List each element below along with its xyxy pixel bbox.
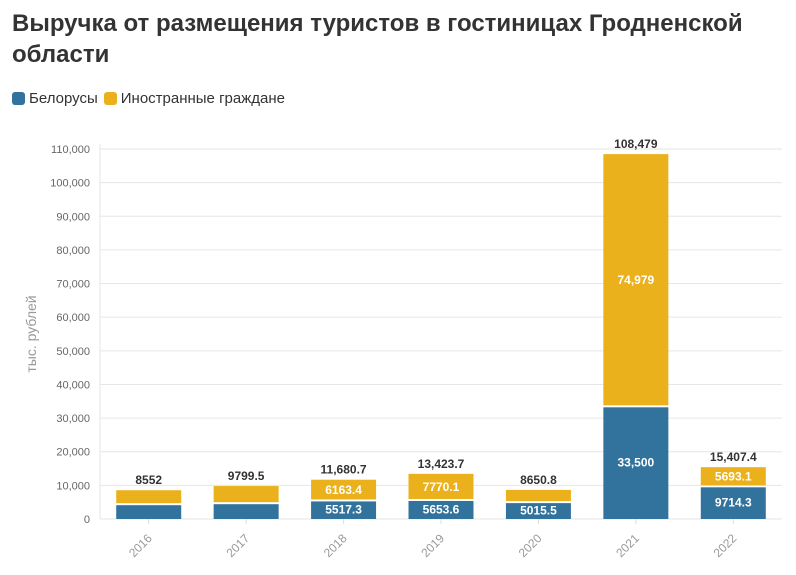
data-label: 9714.3 [715, 496, 752, 510]
y-tick-label: 70,000 [56, 279, 90, 291]
total-label: 8650.8 [520, 473, 557, 487]
total-label: 13,423.7 [418, 457, 465, 471]
bar-foreign [311, 479, 377, 500]
data-label: 5517.3 [325, 503, 362, 517]
bar-belarus [700, 487, 766, 519]
x-tick-label: 2020 [516, 531, 545, 560]
data-label: 5693.1 [715, 470, 752, 484]
x-tick-label: 2017 [223, 531, 252, 560]
bar-belarus [116, 505, 182, 519]
bar-belarus [505, 503, 571, 519]
bar-belarus [603, 407, 669, 519]
chart-title: Выручка от размещения туристов в гостини… [12, 10, 743, 68]
y-tick-label: 20,000 [56, 447, 90, 459]
x-tick-label: 2016 [126, 531, 155, 560]
y-tick-label: 30,000 [56, 413, 90, 425]
data-label: 7770.1 [423, 480, 460, 494]
y-tick-label: 110,000 [51, 144, 90, 156]
total-label: 108,479 [614, 137, 658, 151]
x-tick-label: 2021 [613, 531, 642, 560]
bar-belarus [213, 504, 279, 519]
y-tick-label: 90,000 [56, 211, 90, 223]
data-label: 74,979 [618, 273, 655, 287]
y-tick-label: 60,000 [56, 312, 90, 324]
data-label: 6163.4 [325, 483, 362, 497]
x-tick-label: 2018 [321, 531, 350, 560]
y-tick-label: 40,000 [56, 379, 90, 391]
legend-item-foreign[interactable]: Иностранные граждане [103, 90, 285, 107]
bar-foreign [505, 489, 571, 502]
bar-belarus [311, 501, 377, 519]
legend-swatch-foreign [103, 92, 117, 105]
bar-foreign [408, 473, 474, 499]
y-axis-label: тыс. рублей [23, 295, 39, 372]
bar-foreign [116, 490, 182, 504]
y-tick-label: 10,000 [56, 480, 90, 492]
y-tick-label: 0 [84, 514, 90, 526]
legend: Белорусы Иностранные граждане [12, 90, 285, 107]
total-label: 15,407.4 [710, 450, 757, 464]
total-label: 11,680.7 [321, 463, 367, 477]
y-tick-label: 50,000 [56, 346, 90, 358]
total-label: 8552 [135, 473, 162, 487]
legend-item-belarus[interactable]: Белорусы [12, 90, 98, 107]
bar-foreign [603, 154, 669, 406]
total-label: 9799.5 [228, 469, 265, 483]
legend-swatch-belarus [12, 92, 25, 105]
data-label: 5653.6 [423, 502, 460, 516]
bar-foreign [700, 467, 766, 486]
y-tick-label: 80,000 [56, 245, 90, 257]
x-tick-label: 2022 [711, 531, 740, 560]
x-tick-label: 2019 [418, 531, 447, 560]
y-tick-label: 100,000 [50, 178, 90, 190]
bar-foreign [213, 486, 279, 503]
bar-belarus [408, 500, 474, 519]
data-label: 33,500 [618, 456, 655, 470]
data-label: 5015.5 [520, 504, 557, 518]
